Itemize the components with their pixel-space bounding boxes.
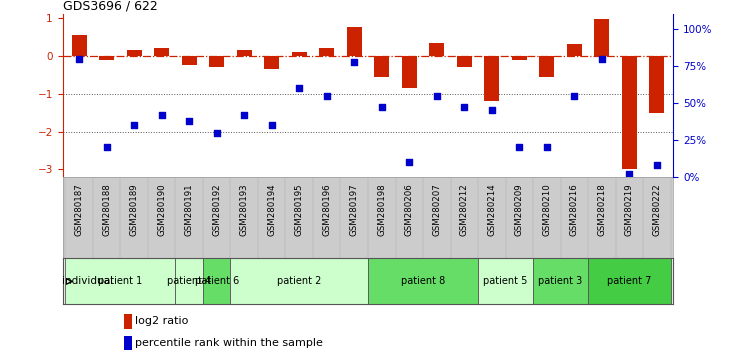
Text: GSM280198: GSM280198 — [378, 183, 386, 236]
Bar — [182, 56, 197, 65]
Text: GSM280206: GSM280206 — [405, 183, 414, 236]
Bar — [533, 258, 588, 304]
Text: GSM280218: GSM280218 — [598, 183, 606, 236]
Point — [266, 122, 277, 128]
Text: GSM280192: GSM280192 — [212, 183, 221, 236]
Bar — [512, 56, 527, 59]
Bar — [539, 56, 554, 77]
Point — [348, 59, 360, 64]
Bar — [484, 56, 500, 101]
Text: patient 3: patient 3 — [539, 276, 583, 286]
Text: patient 2: patient 2 — [277, 276, 322, 286]
Text: log2 ratio: log2 ratio — [135, 316, 188, 326]
Text: patient 1: patient 1 — [98, 276, 143, 286]
Text: individual: individual — [62, 276, 113, 286]
Point — [128, 122, 140, 128]
Text: GSM280210: GSM280210 — [542, 183, 551, 236]
Point — [651, 162, 663, 168]
Bar — [622, 56, 637, 170]
Text: GSM280190: GSM280190 — [157, 183, 166, 236]
Text: GSM280187: GSM280187 — [74, 183, 84, 236]
Point — [101, 144, 113, 150]
Text: patient 5: patient 5 — [484, 276, 528, 286]
Bar — [236, 50, 252, 56]
Text: GSM280214: GSM280214 — [487, 183, 496, 236]
Point — [403, 159, 415, 165]
Bar — [230, 258, 368, 304]
Bar — [588, 258, 670, 304]
Text: GSM280191: GSM280191 — [185, 183, 194, 236]
Text: GSM280197: GSM280197 — [350, 183, 358, 236]
Text: patient 8: patient 8 — [401, 276, 445, 286]
Bar — [264, 56, 279, 69]
Point — [459, 104, 470, 110]
Point — [321, 93, 333, 98]
Bar — [347, 27, 362, 56]
Text: GSM280189: GSM280189 — [130, 183, 138, 236]
Point — [156, 112, 168, 118]
Bar — [429, 42, 445, 56]
Text: GDS3696 / 622: GDS3696 / 622 — [63, 0, 158, 13]
Bar — [478, 258, 533, 304]
Bar — [203, 258, 230, 304]
Bar — [124, 314, 132, 329]
Text: GSM280216: GSM280216 — [570, 183, 579, 236]
Bar — [66, 258, 175, 304]
Bar — [319, 48, 334, 56]
Text: GSM280196: GSM280196 — [322, 183, 331, 236]
Text: GSM280212: GSM280212 — [460, 183, 469, 236]
Text: patient 4: patient 4 — [167, 276, 211, 286]
Point — [376, 104, 388, 110]
Bar — [175, 258, 203, 304]
Bar — [209, 56, 224, 67]
Point — [486, 108, 498, 113]
Text: GSM280219: GSM280219 — [625, 183, 634, 236]
Point — [541, 144, 553, 150]
Bar — [71, 35, 87, 56]
Text: GSM280193: GSM280193 — [240, 183, 249, 236]
Point — [210, 130, 222, 136]
Point — [73, 56, 85, 61]
Text: GSM280209: GSM280209 — [515, 183, 524, 236]
Bar — [567, 45, 582, 56]
Bar — [595, 19, 609, 56]
Bar — [374, 56, 389, 77]
Text: patient 6: patient 6 — [194, 276, 238, 286]
Point — [238, 112, 250, 118]
Bar — [127, 50, 141, 56]
Point — [596, 56, 608, 61]
Text: GSM280188: GSM280188 — [102, 183, 111, 236]
Bar — [154, 48, 169, 56]
Text: GSM280222: GSM280222 — [652, 183, 662, 236]
Bar — [99, 56, 114, 59]
Text: GSM280194: GSM280194 — [267, 183, 276, 236]
Text: GSM280195: GSM280195 — [294, 183, 304, 236]
Point — [183, 118, 195, 124]
Bar — [457, 56, 472, 67]
Point — [294, 85, 305, 91]
Point — [568, 93, 580, 98]
Bar — [291, 52, 307, 56]
Text: percentile rank within the sample: percentile rank within the sample — [135, 338, 322, 348]
Bar — [368, 258, 478, 304]
Bar — [124, 336, 132, 350]
Point — [431, 93, 442, 98]
Bar — [402, 56, 417, 88]
Text: patient 7: patient 7 — [607, 276, 651, 286]
Point — [623, 171, 635, 177]
Point — [514, 144, 526, 150]
Text: GSM280207: GSM280207 — [432, 183, 442, 236]
Bar — [649, 56, 665, 113]
